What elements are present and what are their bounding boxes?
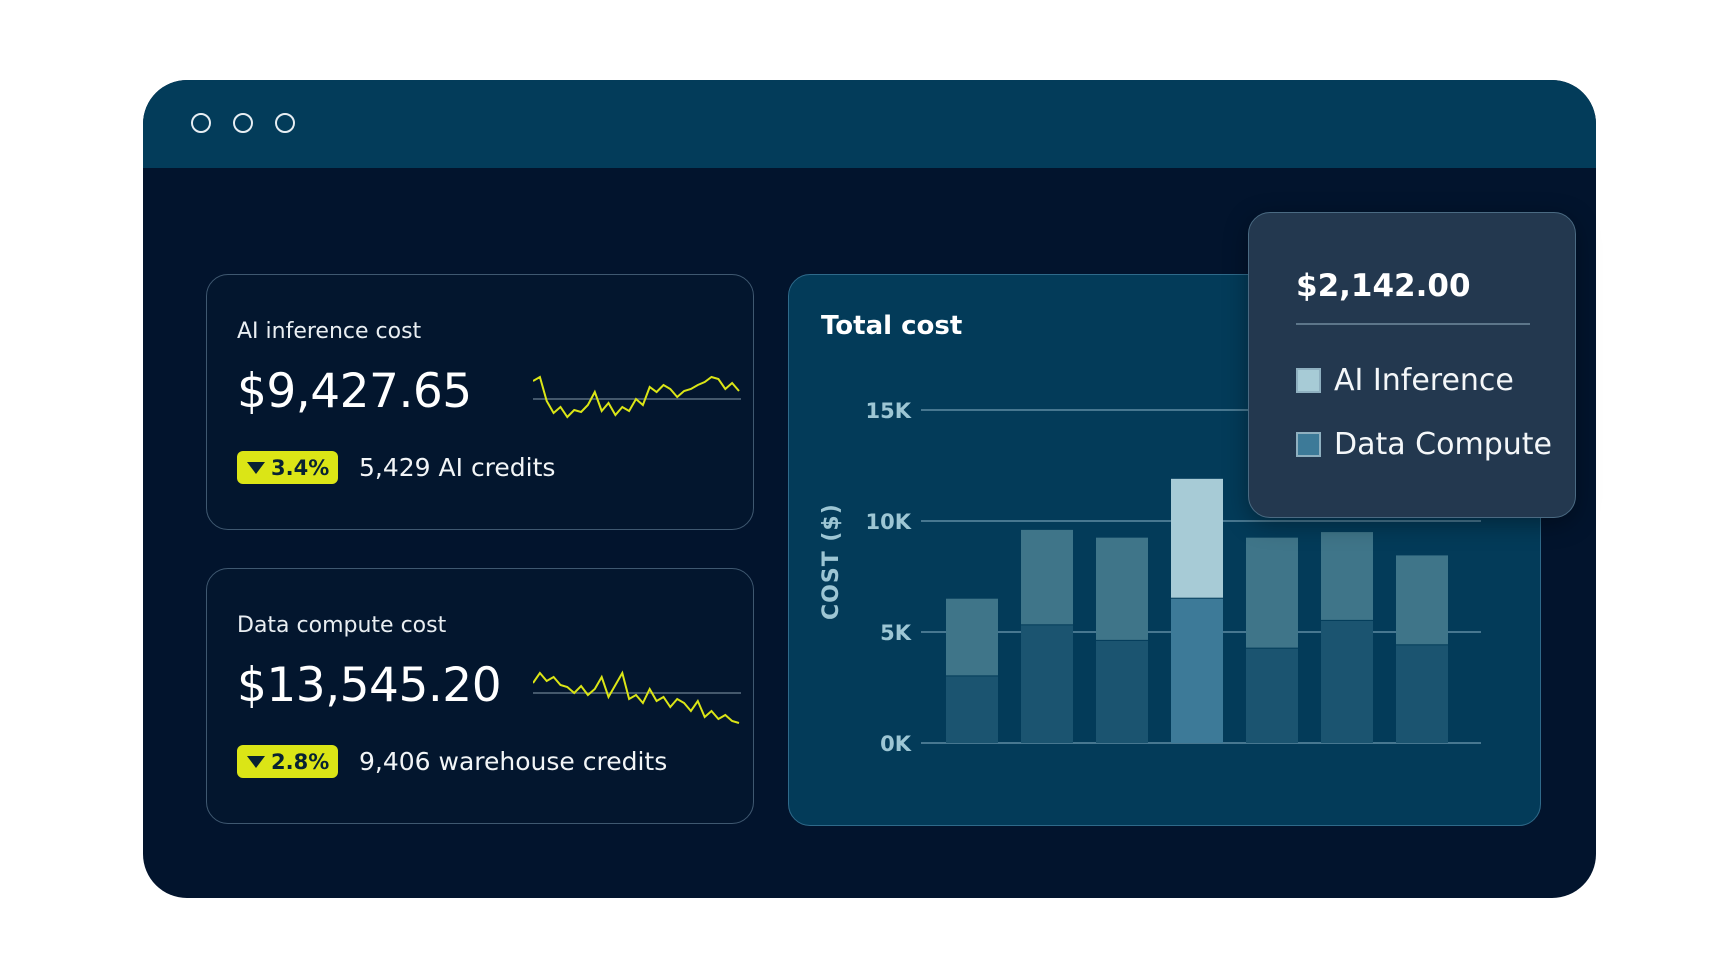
data-compute-card: Data compute cost $13,545.20 2.8% 9,406 … bbox=[206, 568, 754, 824]
down-triangle-icon bbox=[247, 461, 265, 474]
bar-data-compute bbox=[1021, 625, 1073, 743]
legend-swatch bbox=[1296, 432, 1321, 457]
chart-title: Total cost bbox=[821, 311, 963, 341]
window-maximize-control[interactable] bbox=[275, 113, 295, 133]
window-minimize-control[interactable] bbox=[233, 113, 253, 133]
legend-label: AI Inference bbox=[1334, 363, 1514, 398]
credits-text: 9,406 warehouse credits bbox=[359, 747, 668, 776]
down-triangle-icon bbox=[247, 755, 265, 768]
legend-label: Data Compute bbox=[1334, 427, 1552, 462]
sparkline-series bbox=[533, 670, 740, 724]
title-bar bbox=[143, 80, 1596, 168]
bar-data-compute bbox=[1396, 645, 1448, 743]
bar-data-compute bbox=[1246, 648, 1298, 743]
legend-swatch bbox=[1296, 368, 1321, 393]
card-value: $9,427.65 bbox=[237, 364, 472, 419]
credits-text: 5,429 AI credits bbox=[359, 453, 556, 482]
bar-ai-inference bbox=[1096, 537, 1148, 640]
legend-item-ai-inference: AI Inference bbox=[1296, 363, 1514, 398]
tooltip-divider bbox=[1296, 323, 1530, 325]
y-tick-label: 10K bbox=[866, 510, 912, 534]
card-label: Data compute cost bbox=[237, 613, 447, 638]
tooltip-value: $2,142.00 bbox=[1296, 268, 1471, 304]
y-tick-label: 15K bbox=[866, 399, 912, 423]
sparkline-series bbox=[533, 375, 740, 419]
bar-ai-inference bbox=[1321, 532, 1373, 620]
y-tick-label: 5K bbox=[880, 621, 912, 645]
sparkline-chart bbox=[533, 375, 741, 419]
bar-chart: 0K 5K 10K 15K bbox=[866, 399, 1481, 756]
bar-ai-inference bbox=[946, 598, 998, 676]
total-cost-panel: Total cost COST ($) 0K 5K 10K 15K bbox=[788, 274, 1541, 826]
bar-data-compute bbox=[1171, 598, 1223, 743]
ai-inference-card: AI inference cost $9,427.65 3.4% 5,429 A… bbox=[206, 274, 754, 530]
card-label: AI inference cost bbox=[237, 319, 422, 344]
card-value: $13,545.20 bbox=[237, 658, 502, 713]
sparkline-chart bbox=[533, 670, 741, 724]
change-badge: 2.8% bbox=[237, 745, 339, 778]
bar-ai-inference bbox=[1396, 555, 1448, 645]
bar-ai-inference bbox=[1021, 529, 1073, 625]
chart-tooltip: $2,142.00 AI Inference Data Compute bbox=[1248, 212, 1576, 518]
change-badge: 3.4% bbox=[237, 451, 339, 484]
bar-data-compute bbox=[1096, 640, 1148, 743]
bar-ai-inference bbox=[1246, 537, 1298, 648]
change-value: 2.8% bbox=[271, 749, 330, 774]
bar-ai-inference bbox=[1171, 478, 1223, 598]
change-value: 3.4% bbox=[271, 455, 330, 480]
window-close-control[interactable] bbox=[191, 113, 211, 133]
y-tick-label: 0K bbox=[880, 732, 912, 756]
bar-data-compute bbox=[1321, 620, 1373, 743]
legend-item-data-compute: Data Compute bbox=[1296, 427, 1552, 462]
bar-data-compute bbox=[946, 676, 998, 743]
